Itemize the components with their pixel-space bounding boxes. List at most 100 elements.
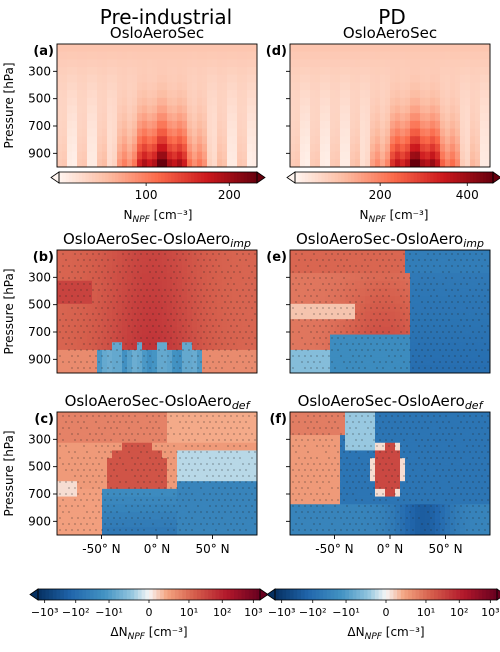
heatmap-cell (177, 82, 183, 91)
stipple-dot (146, 499, 148, 501)
heatmap-cell (475, 128, 481, 137)
stipple-dot (200, 277, 202, 279)
stipple-dot (122, 523, 124, 525)
heatmap-cell (127, 151, 133, 160)
heatmap-cell (127, 326, 133, 335)
heatmap-cell (187, 159, 193, 168)
heatmap-cell (340, 280, 346, 289)
heatmap-cell (177, 473, 183, 482)
heatmap-cell (385, 288, 391, 297)
heatmap-cell (445, 311, 451, 320)
heatmap-cell (162, 159, 168, 168)
heatmap-cell (212, 465, 218, 474)
heatmap-cell (142, 435, 148, 444)
heatmap-cell (102, 151, 108, 160)
heatmap-cell (475, 334, 481, 343)
stipple-dot (131, 505, 133, 507)
heatmap-cell (207, 311, 213, 320)
heatmap-cell (325, 412, 331, 421)
heatmap-cell (62, 365, 68, 374)
stipple-dot (113, 421, 115, 423)
heatmap-cell (127, 143, 133, 153)
heatmap-cell (207, 442, 213, 451)
heatmap-cell (475, 151, 481, 160)
heatmap-cell (212, 113, 218, 122)
heatmap-cell (242, 442, 248, 451)
stipple-dot (301, 313, 303, 315)
stipple-dot (71, 529, 73, 531)
heatmap-cell (187, 105, 193, 114)
heatmap-cell (212, 511, 218, 521)
stipple-dot (203, 319, 205, 321)
heatmap-cell (340, 67, 346, 76)
stipple-dot (236, 253, 238, 255)
stipple-dot (415, 289, 417, 291)
stipple-dot (215, 295, 217, 297)
heatmap-cell (330, 342, 336, 351)
stipple-dot (394, 319, 396, 321)
heatmap-cell (460, 365, 466, 374)
heatmap-cell (137, 519, 143, 528)
heatmap-cell (132, 465, 138, 474)
stipple-dot (358, 271, 360, 273)
stipple-dot (478, 307, 480, 309)
heatmap-cell (112, 151, 118, 160)
heatmap-cell (300, 334, 306, 343)
stipple-dot (152, 523, 154, 525)
heatmap-cell (445, 273, 451, 282)
heatmap-cell (172, 280, 178, 289)
heatmap-cell (142, 504, 148, 513)
heatmap-cell (470, 159, 476, 168)
stipple-dot (68, 277, 70, 279)
heatmap-cell (350, 128, 356, 137)
heatmap-cell (300, 326, 306, 335)
heatmap-cell (157, 473, 163, 482)
heatmap-cell (137, 311, 143, 320)
heatmap-cell (227, 288, 233, 297)
stipple-dot (239, 295, 241, 297)
heatmap-cell (340, 113, 346, 122)
stipple-dot (421, 277, 423, 279)
stipple-dot (454, 343, 456, 345)
heatmap-cell (82, 257, 88, 266)
stipple-dot (427, 265, 429, 267)
heatmap-cell (460, 59, 466, 68)
stipple-dot (137, 517, 139, 519)
stipple-dot (140, 313, 142, 315)
heatmap-cell (425, 265, 431, 274)
heatmap-cell (415, 365, 421, 374)
heatmap-cell (470, 113, 476, 122)
heatmap-cell (172, 427, 178, 436)
heatmap-cell (335, 349, 341, 359)
heatmap-cell (127, 427, 133, 436)
heatmap-cell (207, 527, 213, 536)
stipple-dot (406, 331, 408, 333)
heatmap-cell (435, 74, 441, 83)
stipple-dot (254, 499, 256, 501)
heatmap-cell (77, 365, 83, 374)
heatmap-cell (127, 481, 133, 490)
stipple-dot (101, 319, 103, 321)
stipple-dot (80, 487, 82, 489)
heatmap-cell (480, 273, 486, 282)
stipple-dot (101, 331, 103, 333)
heatmap-cell (87, 113, 93, 122)
heatmap-cell (102, 326, 108, 335)
heatmap-cell (290, 51, 296, 60)
heatmap-cell (157, 97, 163, 106)
heatmap-cell (420, 334, 426, 343)
heatmap-cell (440, 151, 446, 160)
heatmap-cell (425, 82, 431, 91)
stipple-dot (89, 331, 91, 333)
heatmap-cell (365, 82, 371, 91)
stipple-dot (182, 313, 184, 315)
heatmap-cell (92, 90, 98, 99)
stipple-dot (331, 325, 333, 327)
heatmap-cell (295, 365, 301, 374)
heatmap-cell (202, 151, 208, 160)
heatmap-cell (142, 44, 148, 53)
stipple-dot (92, 511, 94, 513)
heatmap-cell (345, 113, 351, 122)
stipple-dot (95, 367, 97, 369)
stipple-dot (188, 523, 190, 525)
